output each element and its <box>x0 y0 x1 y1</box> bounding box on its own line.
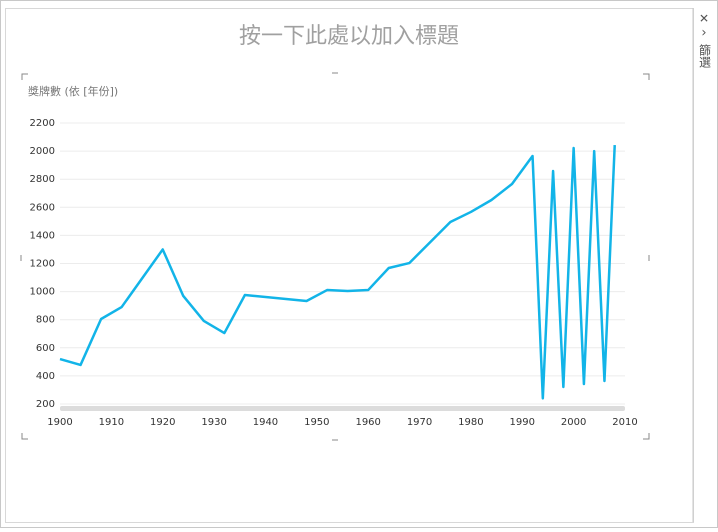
x-tick-label: 1980 <box>458 417 483 428</box>
expand-button[interactable]: › <box>701 26 706 41</box>
x-tick-label: 2000 <box>561 417 586 428</box>
filter-label[interactable]: 篩選 <box>698 43 712 68</box>
scrollbar[interactable] <box>60 406 625 411</box>
y-tick-label: 1000 <box>30 287 55 298</box>
y-axis-label: 獎牌數 (依 [年份]) <box>28 84 118 98</box>
x-tick-label: 1950 <box>304 417 329 428</box>
y-tick-label: 2600 <box>30 202 55 213</box>
y-tick-label: 600 <box>36 343 55 354</box>
x-tick-label: 1940 <box>253 417 278 428</box>
data-line <box>59 145 616 400</box>
y-tick-label: 800 <box>36 315 55 326</box>
y-tick-label: 2800 <box>30 174 55 185</box>
x-tick-label: 1900 <box>47 417 72 428</box>
y-tick-label: 2000 <box>30 146 55 157</box>
x-tick-label: 1970 <box>407 417 432 428</box>
x-tick-label: 1990 <box>510 417 535 428</box>
x-tick-label: 1910 <box>99 417 124 428</box>
y-tick-label: 200 <box>36 399 55 410</box>
y-tick-label: 1200 <box>30 259 55 270</box>
x-tick-label: 1930 <box>201 417 226 428</box>
y-tick-label: 400 <box>36 371 55 382</box>
x-tick-label: 1960 <box>355 417 380 428</box>
y-tick-label: 2200 <box>30 118 55 129</box>
corner-handles <box>20 72 650 441</box>
y-tick-label: 1400 <box>30 230 55 241</box>
title[interactable]: 按一下此處以加入標題 <box>239 24 459 49</box>
close-button[interactable]: ✕ <box>699 12 709 26</box>
x-tick-label: 1920 <box>150 417 175 428</box>
x-tick-label: 2010 <box>612 417 637 428</box>
